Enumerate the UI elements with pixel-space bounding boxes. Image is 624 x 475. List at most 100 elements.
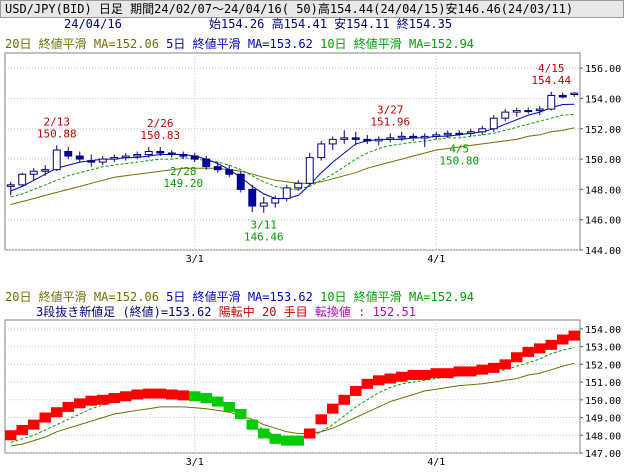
candle-body: [144, 151, 153, 156]
candle-body: [121, 155, 130, 159]
bottom-tick-label-y: 150.00: [585, 396, 621, 407]
new-price-block: [74, 398, 86, 409]
new-price-block: [108, 393, 120, 404]
new-price-block: [200, 393, 212, 404]
new-price-block: [39, 412, 51, 423]
chart-title: USD/JPY(BID) 日足 期間24/02/07～24/04/16( 50)…: [5, 2, 574, 16]
new-price-block: [384, 373, 396, 384]
candle-body: [179, 154, 188, 157]
new-price-block: [568, 330, 580, 341]
candle-body: [466, 131, 475, 134]
new-price-block: [120, 391, 132, 402]
new-price-block: [16, 424, 28, 435]
candlestick-panel: 144.00 146.00 148.00 150.00 152.00 154.00 156.…: [4, 52, 621, 265]
candle-body: [75, 155, 84, 160]
candle-body: [397, 135, 406, 139]
top-tick-label-y: 152.00: [585, 125, 621, 136]
candle-body: [52, 149, 61, 171]
new-price-block: [476, 364, 488, 375]
candle-body: [535, 108, 544, 112]
legend-ma10: 10日 終値平滑 MA=152.94: [320, 37, 475, 51]
bottom-ma20-line: [10, 362, 575, 447]
candle-body: [202, 158, 211, 168]
new-price-block: [315, 414, 327, 425]
new-price-block: [499, 359, 511, 370]
legend-bottom-ma10: 10日 終値平滑 MA=152.94: [320, 290, 475, 304]
bottom-tick-label-y: 154.00: [585, 325, 621, 336]
new-price-block: [5, 430, 17, 441]
candle-body: [340, 137, 349, 140]
new-price-block: [51, 407, 63, 418]
annotation-value: 151.96: [370, 115, 410, 128]
top-tick-label-y: 148.00: [585, 185, 621, 196]
candle-body: [133, 154, 142, 157]
annotation-value: 154.44: [531, 74, 571, 87]
quote-line: 24/04/16 始154.26 高154.41 安154.11 終154.35: [0, 16, 624, 32]
new-price-block: [453, 366, 465, 377]
new-price-bar-panel: 147.00 148.00 149.00 150.00 151.00 152.00 153.…: [4, 319, 621, 468]
annotation-date: 4/5: [449, 142, 469, 155]
new-price-block: [154, 388, 166, 399]
new-price-block: [281, 435, 293, 446]
top-tick-label-y: 144.00: [585, 246, 621, 257]
candle-body: [41, 169, 50, 172]
top-tick-label-x: 3/1: [186, 254, 204, 265]
new-price-block: [177, 390, 189, 401]
legend-bottom-ma5: 5日 終値平滑 MA=153.62: [166, 290, 313, 304]
top-frame: [4, 52, 581, 251]
new-price-block: [292, 435, 304, 446]
reversal-value: 転換値 : 152.51: [314, 305, 416, 319]
sanpo-status: 3段抜き新値足 (終値)=153.62 陽転中 20 手目 転換値 : 152.…: [36, 305, 416, 319]
header-bar: USD/JPY(BID) 日足 期間24/02/07～24/04/16( 50)…: [0, 0, 624, 18]
new-price-block: [396, 371, 408, 382]
new-price-block: [557, 334, 569, 345]
top-legend: 20日 終値平滑 MA=152.06 5日 終値平滑 MA=153.62 10日…: [5, 37, 474, 51]
candle-body: [87, 160, 96, 163]
candle-body: [305, 157, 314, 184]
candle-body: [294, 182, 303, 189]
new-price-block: [430, 368, 442, 379]
annotation-date: 3/11: [251, 219, 278, 232]
annotation-date: 4/15: [538, 62, 565, 75]
annotation-date: 3/27: [377, 103, 404, 116]
candle-body: [156, 151, 165, 154]
new-price-block: [522, 346, 534, 357]
bottom-tick-label-y: 149.00: [585, 414, 621, 425]
candle-body: [190, 155, 199, 160]
quote-ohlc: 始154.26 高154.41 安154.11 終154.35: [209, 17, 453, 31]
legend-ma20: 20日 終値平滑 MA=152.06: [5, 37, 159, 51]
candle-body: [64, 151, 73, 157]
bottom-tick-label-y: 152.00: [585, 360, 621, 371]
new-price-block: [465, 366, 477, 377]
annotation-date: 2/13: [44, 115, 71, 128]
top-tick-label-y: 146.00: [585, 216, 621, 227]
new-price-block: [442, 368, 454, 379]
new-price-block: [338, 394, 350, 405]
bottom-tick-label-y: 147.00: [585, 449, 621, 460]
candle-body: [478, 128, 487, 133]
new-price-block: [419, 369, 431, 380]
candle-body: [432, 134, 441, 137]
candle-body: [558, 94, 567, 98]
candle-body: [547, 94, 556, 110]
candle-body: [328, 138, 337, 145]
annotation-date: 2/26: [147, 117, 174, 130]
candle-body: [501, 111, 510, 119]
new-price-block: [327, 403, 339, 414]
bottom-frame: [4, 319, 581, 454]
candle-body: [282, 187, 291, 199]
top-tick-label-x: 4/1: [427, 254, 445, 265]
candle-body: [524, 110, 533, 113]
annotation-date: 2/28: [170, 165, 197, 178]
sanpo-label: 3段抜き新値足 (終値)=153.62: [36, 305, 212, 319]
candle-body: [443, 132, 452, 136]
candle-body: [18, 173, 27, 186]
annotation-value: 149.20: [163, 177, 203, 190]
new-price-block: [212, 396, 224, 407]
new-price-block: [85, 395, 97, 406]
candle-body: [351, 137, 360, 140]
candle-body: [512, 110, 521, 113]
candle-body: [259, 202, 268, 207]
new-price-block: [373, 375, 385, 386]
